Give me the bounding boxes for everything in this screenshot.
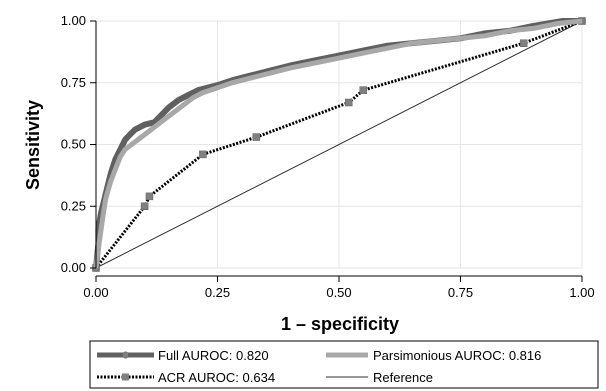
legend-items: Full AUROC: 0.820 Parsimonious AUROC: 0.8… [97,348,541,385]
series-2-point-6 [359,86,368,94]
legend-marker-0 [122,351,129,359]
legend-marker-2 [122,373,129,381]
x-tick-label-0: 0.00 [83,285,108,300]
y-tick-label-4: 1.00 [61,13,86,28]
series-3 [95,20,583,269]
y-tick-label-2: 0.50 [61,137,86,152]
legend-label-3: Reference [373,370,433,385]
legend-label-2: ACR AUROC: 0.634 [158,370,275,385]
grid-layer [95,20,583,269]
series-layer [92,17,586,272]
x-tick-label-4: 1.00 [569,285,594,300]
y-tick-label-0: 0.00 [61,260,86,275]
series-1 [93,18,583,269]
series-2-point-7 [519,39,528,47]
legend-box [89,340,599,389]
axes-layer: 0.00 0.25 0.50 0.75 1.00 0.00 0.25 0.50 0.75 1.00 [61,13,595,300]
legend-item-3: Reference [326,370,433,385]
y-tick-label-3: 0.75 [61,75,86,90]
x-tick-label-3: 0.75 [448,285,473,300]
x-tick-label-2: 0.50 [326,285,351,300]
series-2-point-1 [140,202,149,210]
legend-item-1: Parsimonious AUROC: 0.816 [326,348,541,363]
legend: Full AUROC: 0.820 Parsimonious AUROC: 0.8… [89,340,599,389]
series-2-point-4 [252,133,261,141]
series-line-1 [93,18,583,269]
legend-item-0: Full AUROC: 0.820 [97,348,269,363]
legend-item-2: ACR AUROC: 0.634 [97,370,275,385]
series-line-3 [95,20,583,269]
reference-layer [95,20,583,269]
x-tick-label-1: 0.25 [205,285,230,300]
y-tick-label-1: 0.25 [61,198,86,213]
series-2-point-3 [199,150,207,159]
legend-label-0: Full AUROC: 0.820 [158,348,269,363]
y-axis-title: Sensitivity [23,100,43,190]
series-2-point-2 [145,192,154,201]
series-2-point-5 [344,98,353,107]
legend-label-1: Parsimonious AUROC: 0.816 [373,348,541,363]
x-axis-title: 1 – specificity [281,314,399,334]
